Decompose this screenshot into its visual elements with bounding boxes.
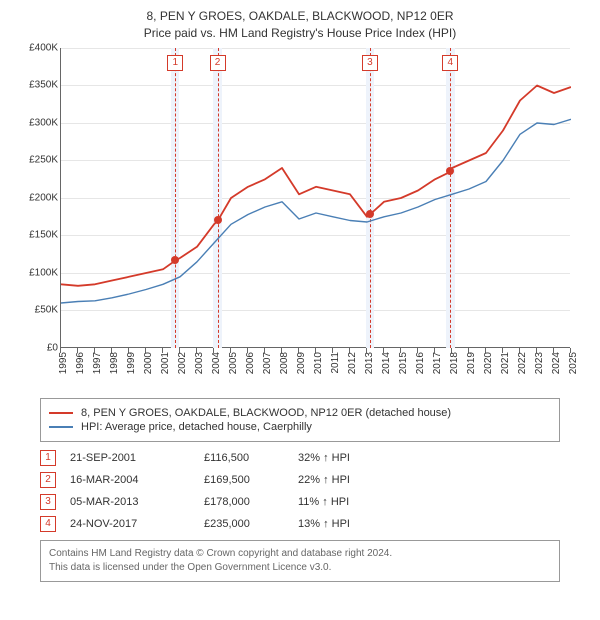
- x-axis-label: 1999: [126, 352, 137, 374]
- x-axis-label: 2020: [483, 352, 494, 374]
- x-axis-label: 2017: [432, 352, 443, 374]
- x-axis-label: 1996: [75, 352, 86, 374]
- legend-item: HPI: Average price, detached house, Caer…: [49, 421, 551, 433]
- x-axis-label: 2023: [534, 352, 545, 374]
- price-point-dot: [366, 210, 374, 218]
- tx-index-box: 4: [40, 516, 56, 532]
- x-axis-label: 2009: [296, 352, 307, 374]
- legend-swatch: [49, 426, 73, 428]
- x-axis-label: 2013: [364, 352, 375, 374]
- x-axis-label: 2007: [262, 352, 273, 374]
- y-axis-label: £250K: [29, 155, 58, 166]
- tx-suffix: HPI: [328, 496, 349, 508]
- x-axis-label: 2002: [177, 352, 188, 374]
- x-axis-label: 2012: [347, 352, 358, 374]
- figure-container: { "title": { "line1": "8, PEN Y GROES, O…: [0, 0, 600, 620]
- title-line-2: Price paid vs. HM Land Registry's House …: [10, 25, 590, 42]
- tx-date: 16-MAR-2004: [70, 474, 190, 486]
- y-axis-label: £50K: [35, 305, 58, 316]
- y-axis-label: £400K: [29, 42, 58, 53]
- x-axis-label: 2010: [313, 352, 324, 374]
- tx-index-box: 2: [40, 472, 56, 488]
- legend-label: HPI: Average price, detached house, Caer…: [81, 421, 312, 433]
- tx-pct: 13% ↑ HPI: [298, 518, 378, 530]
- x-axis-label: 2006: [245, 352, 256, 374]
- price-point-dot: [171, 256, 179, 264]
- tx-index-box: 3: [40, 494, 56, 510]
- x-axis-label: 2008: [279, 352, 290, 374]
- y-axis-label: £0: [47, 342, 58, 353]
- legend-swatch: [49, 412, 73, 414]
- x-axis-label: 2024: [551, 352, 562, 374]
- y-axis-label: £200K: [29, 192, 58, 203]
- x-axis-label: 2021: [500, 352, 511, 374]
- tx-suffix: HPI: [329, 474, 350, 486]
- tx-price: £116,500: [204, 452, 284, 464]
- tx-index-box: 1: [40, 450, 56, 466]
- chart-area: 1234 £0 £50K £100K £150K £200K £250K £300K £350…: [20, 48, 580, 388]
- tx-suffix: HPI: [329, 518, 350, 530]
- tx-pct-value: 32%: [298, 452, 323, 464]
- title-line-1: 8, PEN Y GROES, OAKDALE, BLACKWOOD, NP12…: [10, 8, 590, 25]
- y-axis-label: £150K: [29, 230, 58, 241]
- price-point-dot: [446, 167, 454, 175]
- x-axis-label: 1998: [109, 352, 120, 374]
- x-axis-label: 2014: [381, 352, 392, 374]
- tx-pct-value: 11%: [298, 496, 322, 508]
- tx-pct: 32% ↑ HPI: [298, 452, 378, 464]
- tx-suffix: HPI: [329, 452, 350, 464]
- chart-title: 8, PEN Y GROES, OAKDALE, BLACKWOOD, NP12…: [10, 8, 590, 42]
- series-price_paid: [61, 85, 571, 285]
- x-axis-label: 2015: [398, 352, 409, 374]
- legend: 8, PEN Y GROES, OAKDALE, BLACKWOOD, NP12…: [40, 398, 560, 442]
- footer-line-2: This data is licensed under the Open Gov…: [49, 561, 551, 575]
- x-axis-label: 2016: [415, 352, 426, 374]
- y-axis-label: £100K: [29, 267, 58, 278]
- footer-line-1: Contains HM Land Registry data © Crown c…: [49, 547, 551, 561]
- x-axis-label: 2000: [143, 352, 154, 374]
- tx-price: £169,500: [204, 474, 284, 486]
- y-axis-label: £300K: [29, 117, 58, 128]
- y-axis-label: £350K: [29, 80, 58, 91]
- tx-date: 05-MAR-2013: [70, 496, 190, 508]
- x-axis-label: 1995: [58, 352, 69, 374]
- tx-price: £235,000: [204, 518, 284, 530]
- x-axis-label: 2003: [194, 352, 205, 374]
- table-row: 4 24-NOV-2017 £235,000 13% ↑ HPI: [40, 516, 560, 532]
- tx-pct-value: 22%: [298, 474, 323, 486]
- tx-pct: 11% ↑ HPI: [298, 496, 378, 508]
- x-axis-label: 2011: [330, 352, 341, 374]
- x-axis-label: 2005: [228, 352, 239, 374]
- table-row: 1 21-SEP-2001 £116,500 32% ↑ HPI: [40, 450, 560, 466]
- tx-price: £178,000: [204, 496, 284, 508]
- tx-date: 24-NOV-2017: [70, 518, 190, 530]
- table-row: 3 05-MAR-2013 £178,000 11% ↑ HPI: [40, 494, 560, 510]
- plot-region: 1234: [60, 48, 570, 348]
- x-axis-label: 2004: [211, 352, 222, 374]
- x-axis-label: 2019: [466, 352, 477, 374]
- x-axis-label: 2025: [568, 352, 579, 374]
- series-svg: [61, 48, 571, 348]
- legend-label: 8, PEN Y GROES, OAKDALE, BLACKWOOD, NP12…: [81, 407, 451, 419]
- attribution-footer: Contains HM Land Registry data © Crown c…: [40, 540, 560, 582]
- tx-date: 21-SEP-2001: [70, 452, 190, 464]
- x-axis-label: 1997: [92, 352, 103, 374]
- price-point-dot: [214, 216, 222, 224]
- tx-pct-value: 13%: [298, 518, 323, 530]
- x-axis-label: 2018: [449, 352, 460, 374]
- legend-item: 8, PEN Y GROES, OAKDALE, BLACKWOOD, NP12…: [49, 407, 551, 419]
- x-axis-label: 2001: [160, 352, 171, 374]
- tx-pct: 22% ↑ HPI: [298, 474, 378, 486]
- x-axis-label: 2022: [517, 352, 528, 374]
- table-row: 2 16-MAR-2004 £169,500 22% ↑ HPI: [40, 472, 560, 488]
- transaction-table: 1 21-SEP-2001 £116,500 32% ↑ HPI 2 16-MAR-200…: [40, 450, 560, 532]
